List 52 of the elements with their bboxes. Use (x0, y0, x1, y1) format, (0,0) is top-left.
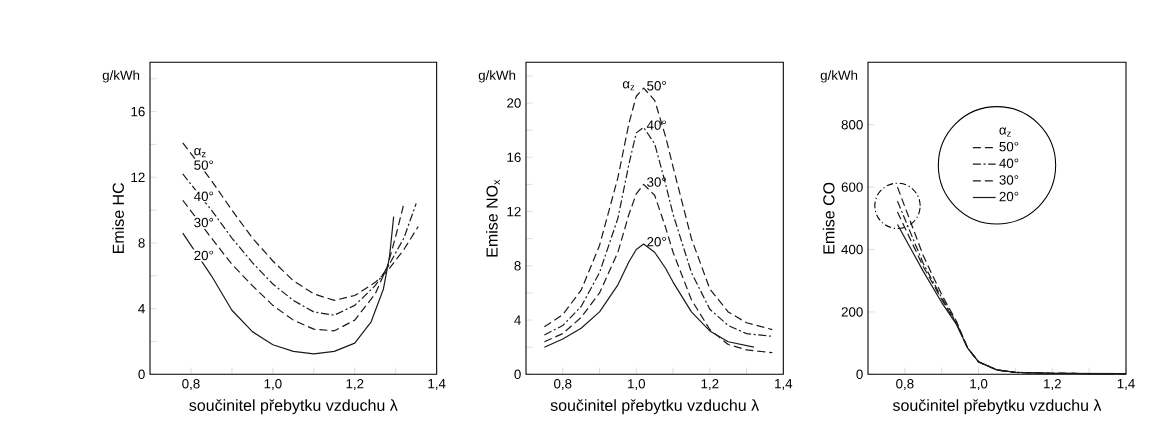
y-tick-label: 200 (841, 307, 863, 317)
y-tick-label: 12 (131, 172, 145, 182)
x-axis-title: součinitel přebytku vzduchu λ (189, 399, 398, 415)
x-axis-title: součinitel přebytku vzduchu λ (892, 399, 1102, 415)
series-label: 20° (194, 250, 214, 261)
x-tick-label: 1,2 (701, 379, 719, 391)
series-label: 40° (646, 120, 666, 130)
y-tick-label: 0 (856, 369, 863, 380)
y-tick-label: 400 (841, 244, 863, 255)
y-tick-label: 8 (514, 261, 521, 271)
x-tick-label: 1,0 (628, 379, 646, 391)
series-label: 30° (647, 177, 666, 187)
legend-title: α$_{z}$ (194, 148, 206, 158)
x-tick-label: 0,8 (896, 379, 914, 391)
text: g/kWh (478, 70, 516, 83)
y-tick-label: 4 (138, 304, 145, 314)
legend-title: α$_{z}$ (999, 127, 1011, 137)
x-axis-title: součinitel přebytku vzduchu λ (550, 399, 759, 415)
y-tick-label: 800 (841, 120, 863, 130)
y-tick-label: 600 (841, 182, 863, 192)
legend-title: α$_{z}$ (622, 81, 635, 91)
x-tick-label: 1,4 (428, 379, 446, 390)
x-tick-label: 1,2 (1044, 379, 1061, 391)
x-tick-label: 1,0 (970, 379, 988, 391)
x-tick-label: 1,0 (264, 379, 282, 391)
series-label: 50° (647, 81, 666, 91)
y-axis-title: Emise NO$_{x}$ (485, 179, 500, 257)
y-tick-label: 20 (507, 98, 521, 108)
text: g/kWh (820, 70, 858, 83)
series-label: 20° (647, 237, 666, 247)
y-tick-label: 0 (138, 369, 145, 380)
y-axis-title: Emise CO (822, 182, 835, 254)
y-tick-label: 16 (131, 106, 145, 117)
series-label: 50° (194, 160, 214, 170)
series-label: 30° (194, 217, 214, 228)
y-tick-label: 8 (138, 238, 145, 248)
x-tick-label: 1,4 (1117, 379, 1135, 390)
y-axis-title: Emise HC (112, 182, 124, 254)
x-tick-label: 1,4 (775, 379, 793, 390)
legend-label: 50° (999, 141, 1019, 152)
series-label: 40° (194, 191, 214, 202)
legend-label: 20° (999, 191, 1019, 202)
y-tick-label: 4 (514, 315, 521, 325)
y-tick-label: 16 (507, 152, 521, 162)
y-tick-label: 0 (514, 369, 521, 380)
x-tick-label: 0,8 (554, 379, 572, 391)
x-tick-label: 0,8 (182, 379, 200, 391)
legend-label: 40° (999, 158, 1019, 168)
x-tick-label: 1,2 (346, 379, 364, 391)
text: g/kWh (102, 70, 140, 83)
y-tick-label: 12 (507, 206, 521, 217)
legend-label: 30° (999, 175, 1019, 185)
